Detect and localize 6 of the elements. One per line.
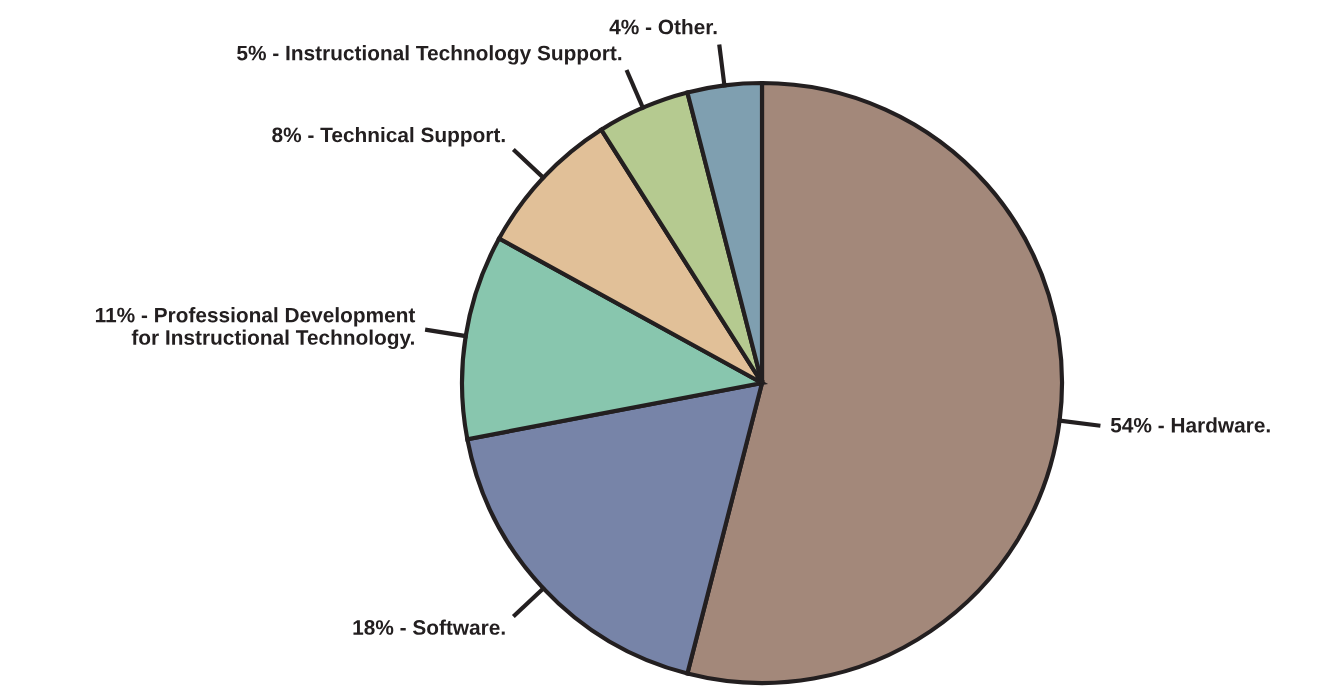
slice-label: 11% - Professional Development for Instructional Technology. xyxy=(95,307,416,350)
slice-label: 5% - Instructional Technology Support. xyxy=(237,45,622,65)
slice-label: 54% - Hardware. xyxy=(1110,417,1270,433)
slice-label: 18% - Software. xyxy=(353,619,505,635)
slice-label: 4% - Other. xyxy=(609,19,717,35)
slice-label: 8% - Technical Support. xyxy=(272,127,505,147)
